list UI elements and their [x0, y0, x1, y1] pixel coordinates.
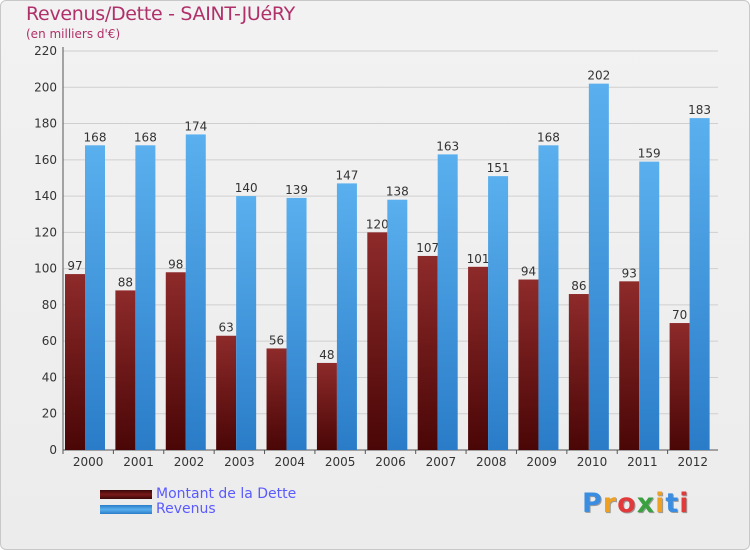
- value-label-revenus-2003: 140: [235, 181, 258, 195]
- bar-revenus-2007: [437, 154, 458, 451]
- bar-dette-2007: [417, 255, 438, 450]
- x-tick-label-2010: 2010: [577, 455, 608, 469]
- y-tick-label-160: 160: [34, 153, 57, 167]
- value-label-revenus-2005: 147: [335, 168, 358, 182]
- legend-swatch-dette: [100, 489, 152, 499]
- value-label-revenus-2006: 138: [386, 185, 409, 199]
- x-tick-label-2011: 2011: [627, 455, 658, 469]
- y-tick-label-140: 140: [34, 189, 57, 203]
- value-label-revenus-2012: 183: [688, 103, 711, 117]
- bar-dette-2012: [669, 323, 690, 450]
- value-label-dette-2011: 93: [622, 266, 637, 280]
- y-tick-label-220: 220: [34, 44, 57, 58]
- value-label-revenus-2008: 151: [487, 161, 510, 175]
- value-label-dette-2002: 98: [168, 257, 183, 271]
- bar-dette-2011: [619, 281, 640, 450]
- x-tick-label-2006: 2006: [375, 455, 406, 469]
- x-tick-label-2001: 2001: [123, 455, 154, 469]
- value-label-revenus-2001: 168: [134, 130, 157, 144]
- bar-dette-2000: [65, 274, 85, 450]
- x-tick-label-2008: 2008: [476, 455, 507, 469]
- value-label-dette-2000: 97: [67, 259, 82, 273]
- bar-revenus-2008: [488, 176, 509, 450]
- bar-dette-2009: [518, 279, 539, 450]
- x-tick-label-2002: 2002: [174, 455, 205, 469]
- x-tick-label-2005: 2005: [325, 455, 356, 469]
- value-label-revenus-2000: 168: [84, 130, 107, 144]
- value-label-dette-2005: 48: [319, 348, 334, 362]
- legend-item-revenus: Revenus: [100, 501, 216, 517]
- value-label-revenus-2011: 159: [638, 147, 661, 161]
- bar-revenus-2005: [336, 183, 357, 451]
- value-label-revenus-2004: 139: [285, 183, 308, 197]
- bar-revenus-2006: [387, 199, 408, 450]
- bar-revenus-2002: [185, 134, 206, 450]
- value-label-revenus-2007: 163: [436, 139, 459, 153]
- bar-dette-2005: [316, 362, 337, 450]
- value-label-dette-2010: 86: [571, 279, 586, 293]
- x-tick-label-2009: 2009: [526, 455, 557, 469]
- value-label-dette-2009: 94: [521, 265, 536, 279]
- y-tick-label-80: 80: [42, 298, 57, 312]
- legend-label-dette: Montant de la Dette: [156, 486, 297, 502]
- x-tick-label-2004: 2004: [274, 455, 305, 469]
- x-tick-label-2012: 2012: [678, 455, 709, 469]
- chart-subtitle: (en milliers d'€): [26, 27, 121, 41]
- bar-dette-2003: [216, 335, 237, 450]
- value-label-dette-2007: 107: [416, 241, 439, 255]
- chart-title: Revenus/Dette - SAINT-JUéRY: [26, 3, 295, 25]
- bar-dette-2008: [468, 266, 489, 450]
- bar-revenus-2011: [639, 161, 660, 450]
- y-tick-label-60: 60: [42, 334, 57, 348]
- bar-revenus-2001: [135, 145, 156, 451]
- bar-revenus-2003: [236, 196, 257, 450]
- bar-dette-2002: [165, 272, 186, 450]
- legend-label-revenus: Revenus: [156, 501, 216, 517]
- y-tick-label-20: 20: [42, 407, 57, 421]
- value-label-revenus-2009: 168: [537, 130, 560, 144]
- bar-dette-2004: [266, 348, 287, 450]
- bar-revenus-2004: [286, 197, 307, 450]
- x-tick-label-2007: 2007: [426, 455, 457, 469]
- legend-item-dette: Montant de la Dette: [100, 486, 297, 502]
- bar-dette-2001: [115, 290, 136, 450]
- bar-revenus-2010: [588, 83, 609, 451]
- proxiti-logo: Proxiti: [582, 488, 690, 519]
- y-tick-label-200: 200: [34, 80, 57, 94]
- value-label-dette-2012: 70: [672, 308, 687, 322]
- value-label-revenus-2002: 174: [184, 119, 207, 133]
- y-tick-label-100: 100: [34, 262, 57, 276]
- value-label-revenus-2010: 202: [587, 69, 610, 83]
- bar-dette-2010: [568, 294, 589, 450]
- bar-revenus-2000: [85, 145, 105, 451]
- value-label-dette-2006: 120: [366, 217, 389, 231]
- value-label-dette-2003: 63: [219, 321, 234, 335]
- y-tick-label-40: 40: [42, 370, 57, 384]
- y-tick-label-0: 0: [49, 443, 57, 457]
- value-label-dette-2001: 88: [118, 275, 133, 289]
- bar-dette-2006: [367, 232, 388, 450]
- legend-swatch-revenus: [100, 504, 152, 514]
- y-tick-label-120: 120: [34, 225, 57, 239]
- bar-revenus-2012: [689, 118, 710, 450]
- y-tick-label-180: 180: [34, 117, 57, 131]
- x-tick-label-2003: 2003: [224, 455, 255, 469]
- value-label-dette-2004: 56: [269, 333, 284, 347]
- value-label-dette-2008: 101: [467, 252, 490, 266]
- bar-revenus-2009: [538, 145, 559, 451]
- x-tick-label-2000: 2000: [73, 455, 104, 469]
